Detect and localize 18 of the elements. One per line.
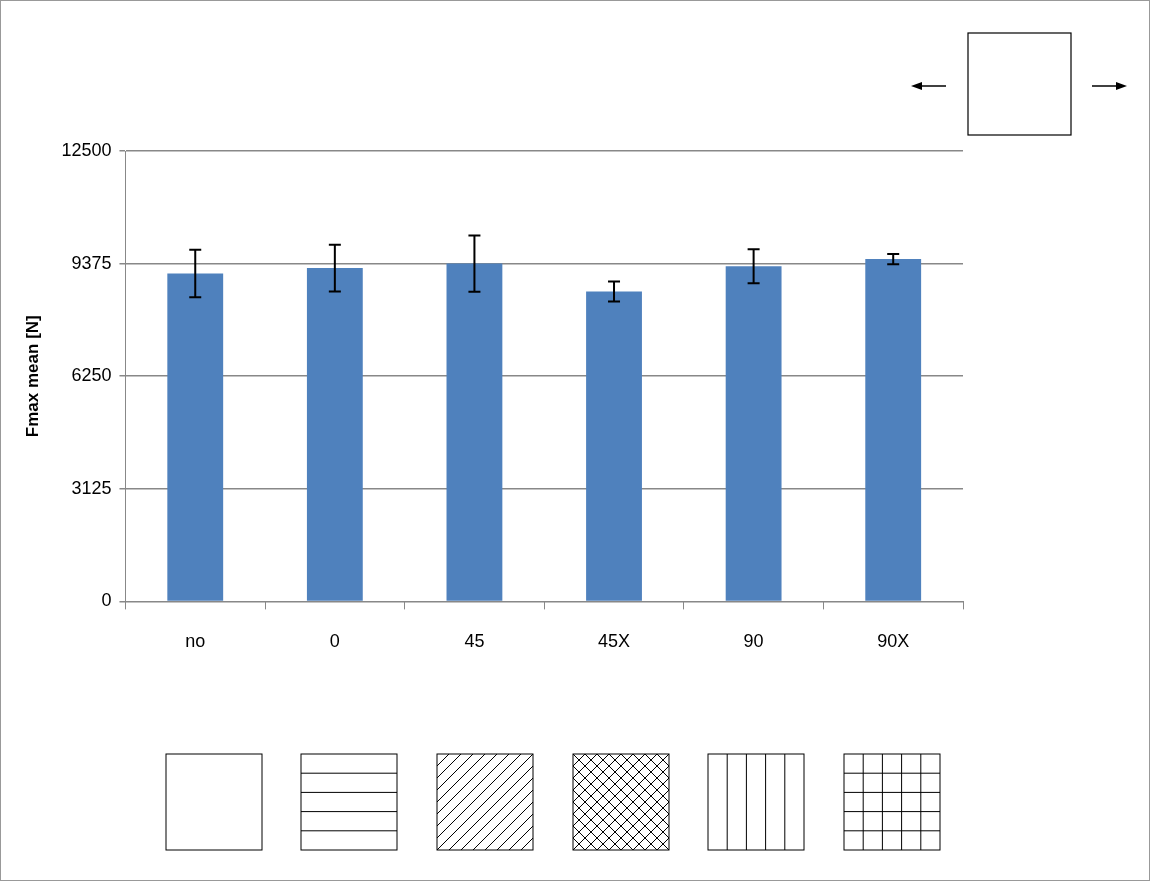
- x-tick-label: 90: [743, 631, 764, 652]
- y-tick-label: 0: [101, 590, 112, 611]
- y-tick-label: 9375: [71, 252, 112, 273]
- bar: [725, 266, 782, 601]
- y-tick-label: 3125: [71, 477, 112, 498]
- x-tick-label: 45: [464, 631, 485, 652]
- bar: [306, 268, 363, 601]
- bar: [446, 263, 503, 601]
- y-axis-title: Fmax mean [N]: [22, 315, 42, 438]
- x-tick-label: no: [185, 631, 206, 652]
- x-tick-label: 45X: [598, 631, 631, 652]
- y-tick-label: 6250: [71, 365, 112, 386]
- y-tick-label: 12500: [61, 139, 112, 160]
- bar: [865, 259, 922, 601]
- x-tick-label: 0: [329, 631, 340, 652]
- x-tick-label: 90X: [877, 631, 910, 652]
- bar: [586, 291, 642, 601]
- bar: [167, 273, 224, 601]
